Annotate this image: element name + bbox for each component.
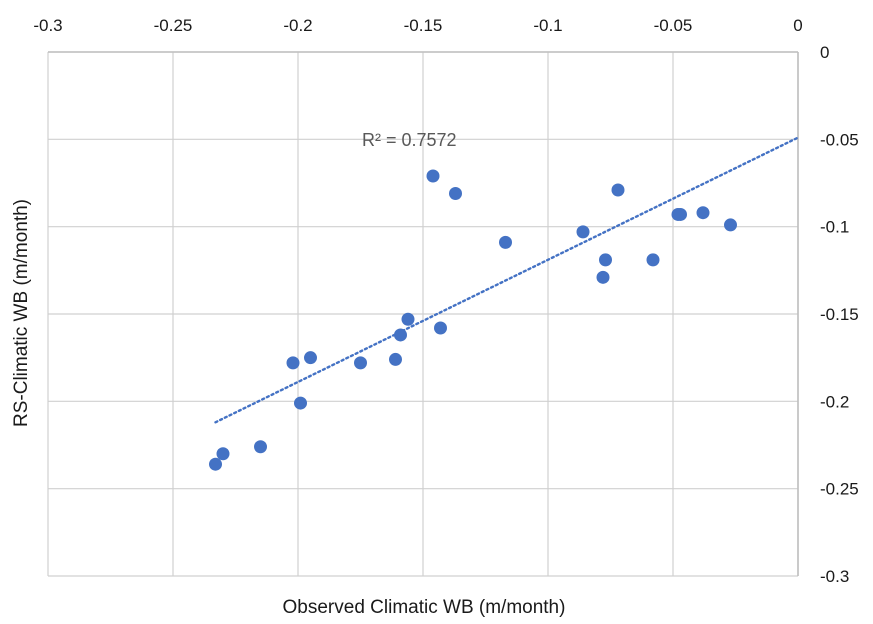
data-point <box>434 321 447 335</box>
data-point <box>599 253 612 267</box>
x-tick-label: -0.05 <box>654 16 693 35</box>
y-tick-label: -0.05 <box>820 130 859 149</box>
data-point <box>426 169 440 183</box>
data-point <box>304 351 317 365</box>
y-tick-label: -0.15 <box>820 305 859 324</box>
data-point <box>576 225 590 239</box>
x-tick-label: -0.3 <box>33 16 62 35</box>
y-tick-label: -0.3 <box>820 567 849 586</box>
data-points <box>209 169 737 471</box>
data-point <box>646 253 660 267</box>
data-point <box>696 206 710 220</box>
y-tick-label: 0 <box>820 43 829 62</box>
trendline <box>214 136 800 424</box>
data-point <box>216 447 230 461</box>
x-tick-label: 0 <box>793 16 802 35</box>
data-point <box>389 352 402 366</box>
y-axis-title: RS-Climatic WB (m/month) <box>11 199 32 427</box>
data-point <box>209 457 222 471</box>
y-tick-label: -0.25 <box>820 480 859 499</box>
data-point <box>499 235 512 249</box>
data-point <box>286 356 300 370</box>
data-point <box>254 440 267 454</box>
data-point <box>354 356 367 370</box>
x-tick-label: -0.25 <box>154 16 193 35</box>
r-squared-label: R² = 0.7572 <box>362 130 457 150</box>
x-tick-label: -0.15 <box>404 16 443 35</box>
x-tick-label: -0.2 <box>283 16 312 35</box>
x-tick-label: -0.1 <box>533 16 562 35</box>
trendline-layer <box>214 136 800 424</box>
y-tick-label: -0.1 <box>820 218 849 237</box>
data-point <box>294 396 307 410</box>
data-point <box>394 328 407 342</box>
data-point <box>671 207 685 221</box>
x-axis-title: Observed Climatic WB (m/month) <box>283 597 566 618</box>
data-point <box>449 186 462 200</box>
tick-labels: -0.3 -0.25 -0.2 -0.15 -0.1 -0.05 00 -0.05 -0.1 -0… <box>33 16 858 586</box>
data-point <box>401 312 415 326</box>
data-point <box>611 183 625 197</box>
gridlines <box>47 51 799 577</box>
y-tick-label: -0.2 <box>820 392 849 411</box>
data-point <box>724 218 737 232</box>
data-point <box>596 270 610 284</box>
